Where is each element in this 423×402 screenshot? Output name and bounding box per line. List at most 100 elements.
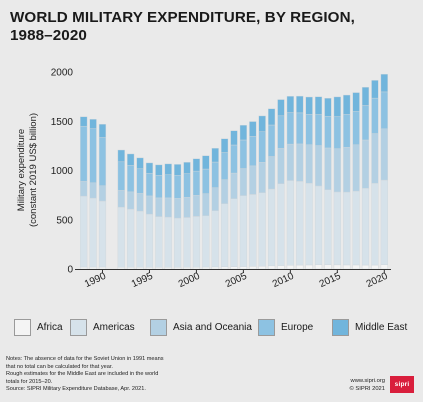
bar-segment-middle-east [239,124,247,141]
bar-segment-africa [145,267,154,270]
bar-segment-europe [324,116,332,149]
bar-segment-asia-and-oceania [324,147,332,191]
x-tick-label: 2005 [224,271,249,291]
bar-segment-europe [136,168,144,194]
bar-segment-asia-and-oceania [221,179,229,204]
x-tick-label: 2015 [318,271,343,291]
bar-segment-africa [98,266,107,270]
legend-label: Europe [281,321,314,333]
y-axis-label-line: Military expenditure [16,129,27,211]
bar-segment-africa [117,267,125,270]
bar-segment-europe [258,131,266,163]
bar-segment-middle-east [380,73,388,93]
legend-label: Asia and Oceania [173,321,252,333]
bar-segment-middle-east [98,124,107,138]
bar-segment-asia-and-oceania [352,144,360,192]
y-tick-label: 2000 [51,68,74,79]
y-tick-label: 1500 [51,117,74,128]
bar-segment-africa [249,266,257,270]
legend-item-americas: Americas [70,318,135,336]
bar-segment-africa [333,264,341,270]
bar-segment-europe [249,136,257,167]
bar-segment-middle-east [211,148,219,163]
bar-segment-middle-east [145,162,154,174]
bar-segment-europe [202,168,210,194]
bar-segment-americas [80,195,88,268]
bar-segment-americas [380,179,388,265]
bar-segment-africa [192,266,200,270]
bar-segment-africa [164,267,172,270]
bar-segment-europe [343,114,351,148]
legend-swatch [70,318,87,336]
bar-segment-middle-east [183,162,191,174]
bar-segment-asia-and-oceania [314,145,323,187]
bar-segment-middle-east [249,121,257,137]
sipri-logo: sipri [390,376,414,393]
bar-segment-asia-and-oceania [333,148,341,193]
bar-segment-africa [230,266,238,270]
bar-segment-asia-and-oceania [192,195,200,217]
y-tick-label: 500 [56,215,73,226]
bar-segment-asia-and-oceania [80,181,88,197]
legend-item-middle-east: Middle East [332,318,407,336]
bar-segment-middle-east [89,119,97,129]
bar-segment-africa [352,264,360,270]
bar-segment-middle-east [333,96,341,117]
note-line: that no total can be calculated for that… [6,363,113,370]
bar-segment-europe [296,112,304,145]
website-link[interactable]: www.sipri.org [350,378,385,384]
bar-segment-europe [314,114,323,146]
legend-swatch [332,318,349,336]
source-line: Source: SIPRI Military Expenditure Datab… [6,386,146,393]
bar-segment-asia-and-oceania [230,172,238,199]
notes: Notes: The absence of data for the Sovie… [6,356,336,394]
bar-segment-middle-east [258,115,266,132]
bar-segment-asia-and-oceania [155,197,163,217]
bar-segment-europe [211,161,219,188]
bar-segment-africa [305,264,313,270]
bar-segment-middle-east [192,158,200,172]
x-tick-label: 2010 [271,271,296,291]
bar-segment-americas [277,183,285,266]
bar-segment-asia-and-oceania [267,156,276,190]
bar-segment-africa [136,267,144,270]
bar-segment-asia-and-oceania [305,144,313,184]
bar-segment-middle-east [117,149,125,163]
bar-segment-africa [183,267,191,270]
bar-segment-asia-and-oceania [202,193,210,217]
bar-segment-europe [98,137,107,186]
bar-segment-middle-east [221,138,229,153]
bar-segment-americas [361,188,370,266]
bar-segment-europe [239,139,247,169]
bar-segment-asia-and-oceania [361,139,370,189]
bar-segment-americas [202,215,210,268]
legend-item-asia-and-oceania: Asia and Oceania [150,318,252,336]
bar-segment-africa [380,264,388,270]
bar-segment-africa [371,264,379,270]
bar-segment-africa [221,266,229,270]
bar-segment-asia-and-oceania [249,165,257,195]
bar-segment-europe [192,170,200,196]
bar-segment-middle-east [296,95,304,114]
y-tick-label: 1000 [51,166,74,177]
bar-segment-middle-east [371,80,379,99]
bar-segment-africa [277,265,285,270]
bar-segment-middle-east [174,164,182,176]
bar-segment-asia-and-oceania [127,191,135,210]
chart-title-line-2: 1988–2020 [10,26,87,44]
bar-segment-europe [286,112,294,145]
bar-segment-americas [343,191,351,266]
bar-segment-asia-and-oceania [371,133,379,184]
bar-segment-africa [211,266,219,270]
legend-label: Middle East [355,321,408,333]
bar-segment-middle-east [361,87,370,106]
legend: Africa Americas Asia and Oceania Europe Midd… [14,318,414,338]
bar-segment-americas [324,189,332,265]
bar-segment-americas [371,183,379,266]
legend-swatch [14,318,31,336]
bar-segment-americas [249,194,257,267]
legend-label: Americas [93,321,135,333]
bar-segment-europe [371,97,379,134]
bar-segment-americas [164,216,172,268]
bar-segment-europe [155,175,163,199]
